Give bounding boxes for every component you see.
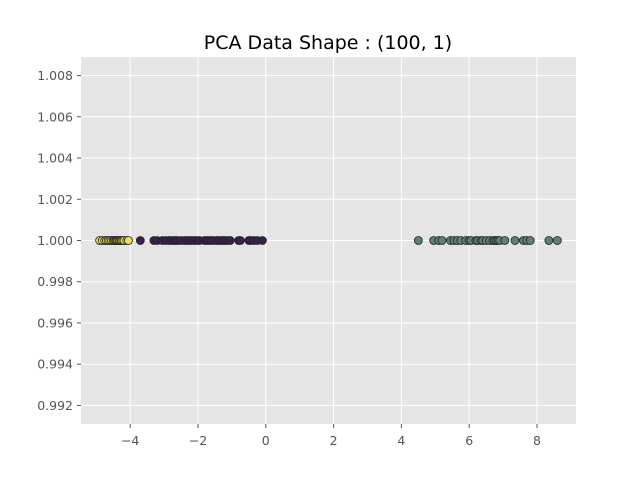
y-tick-label: 0.992	[37, 398, 73, 413]
y-tick-label: 1.008	[37, 68, 73, 83]
y-tick-label: 0.996	[37, 315, 73, 330]
data-point	[135, 236, 145, 245]
data-point	[552, 236, 562, 245]
data-point	[413, 236, 423, 245]
x-tick-label: −4	[121, 433, 139, 448]
grid	[81, 57, 576, 424]
data-point	[525, 236, 535, 245]
data-point	[235, 236, 245, 245]
data-point	[124, 236, 133, 245]
x-tick-label: 8	[533, 433, 541, 448]
chart-title: PCA Data Shape : (100, 1)	[204, 32, 452, 54]
data-points	[95, 236, 562, 245]
data-point	[544, 236, 554, 245]
data-point	[225, 236, 235, 245]
y-tick-label: 0.998	[37, 274, 73, 289]
y-tick-label: 1.002	[37, 192, 73, 207]
data-point	[257, 236, 267, 245]
y-tick-label: 1.006	[37, 109, 73, 124]
x-tick-label: 0	[262, 433, 270, 448]
x-tick-label: 2	[330, 433, 338, 448]
y-axis: 0.992 0.994 0.996 0.998 1.000 1.002 1.004 1.006…	[37, 68, 81, 413]
y-tick-label: 1.000	[37, 233, 73, 248]
data-point	[500, 236, 510, 245]
data-point	[510, 236, 520, 245]
y-tick-label: 1.004	[37, 151, 73, 166]
x-tick-label: 6	[465, 433, 473, 448]
y-tick-label: 0.994	[37, 357, 73, 372]
x-axis: −4 −2 0 2 4 6 8	[121, 424, 541, 448]
x-tick-label: 4	[397, 433, 405, 448]
data-point	[437, 236, 447, 245]
x-tick-label: −2	[189, 433, 207, 448]
